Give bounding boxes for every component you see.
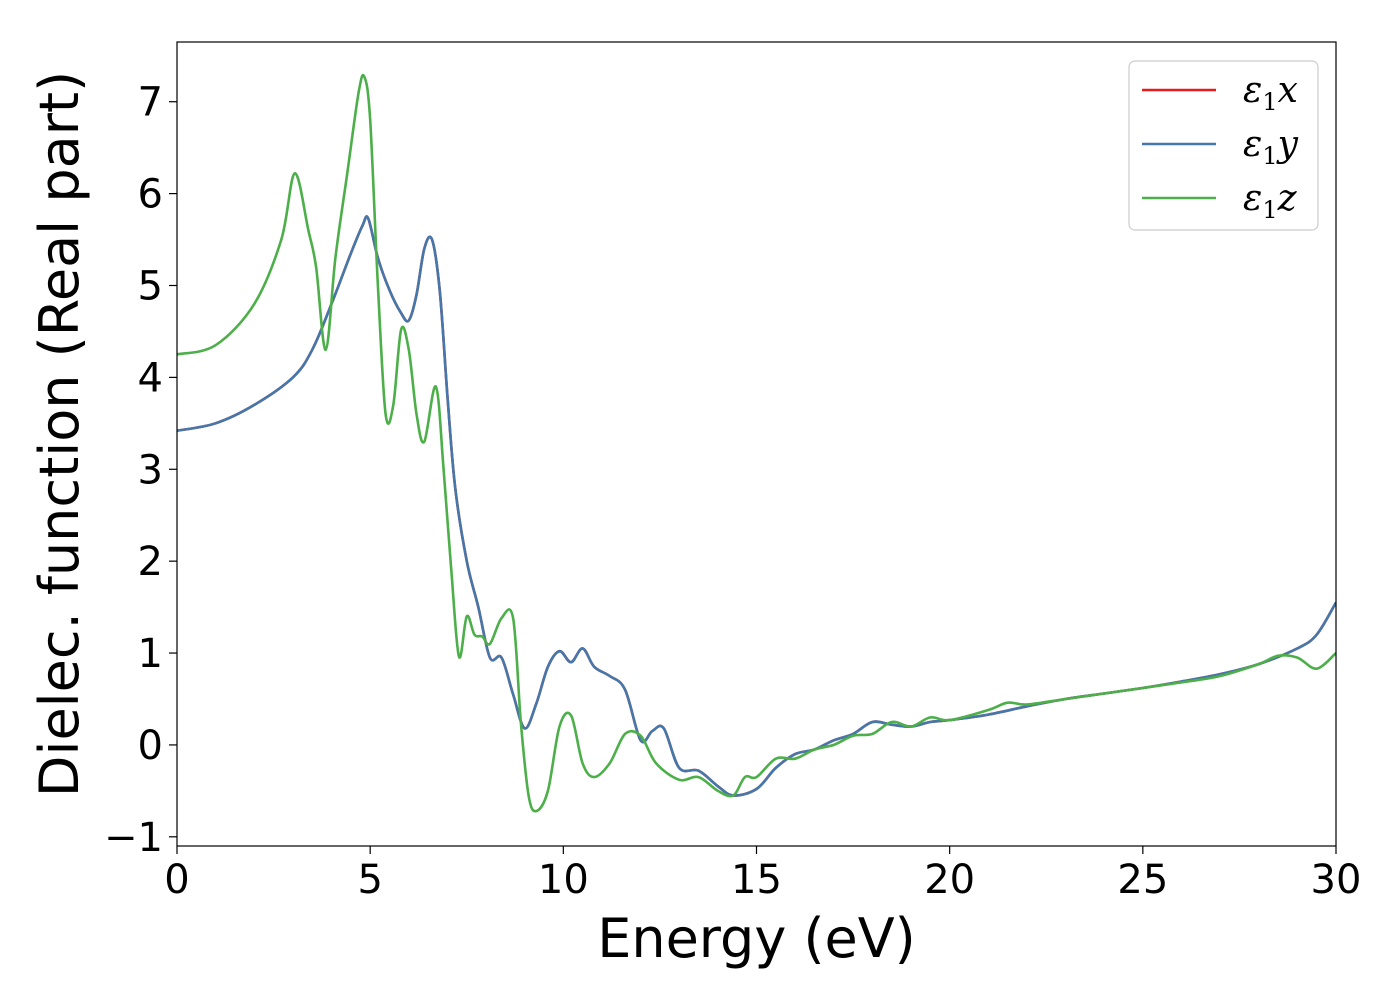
x-axis: 0 5 10 15 20 25 30	[164, 846, 1361, 903]
x-tick-label: 10	[538, 857, 589, 903]
y-tick-label: 7	[138, 80, 163, 126]
y-tick-label: 2	[138, 539, 163, 585]
x-tick-label: 15	[731, 857, 782, 903]
y-tick-label: 3	[138, 447, 163, 493]
legend-label-x: ε1x	[1243, 70, 1298, 116]
series-line-y	[177, 215, 1336, 797]
series-layer	[177, 73, 1336, 813]
y-tick-label: 0	[138, 723, 163, 769]
legend-box	[1128, 60, 1319, 231]
y-tick-label: −1	[104, 815, 163, 861]
y-axis-title: Dielec. function (Real part)	[28, 71, 91, 797]
y-axis: −1 0 1 2 3 4 5 6 7	[104, 80, 177, 861]
x-tick-label: 0	[164, 857, 189, 903]
legend-label-z: ε1z	[1243, 178, 1298, 224]
x-axis-title: Energy (eV)	[597, 907, 916, 970]
x-tick-label: 20	[924, 857, 975, 903]
x-tick-label: 30	[1311, 857, 1362, 903]
x-tick-label: 5	[357, 857, 382, 903]
y-tick-label: 1	[138, 631, 163, 677]
legend-label-y: ε1y	[1243, 124, 1299, 170]
y-tick-label: 4	[138, 355, 163, 401]
x-tick-label: 25	[1117, 857, 1168, 903]
y-tick-label: 5	[138, 263, 163, 309]
legend: ε1x ε1y ε1z	[1128, 60, 1319, 231]
series-line-z	[177, 73, 1336, 813]
y-tick-label: 6	[138, 172, 163, 218]
